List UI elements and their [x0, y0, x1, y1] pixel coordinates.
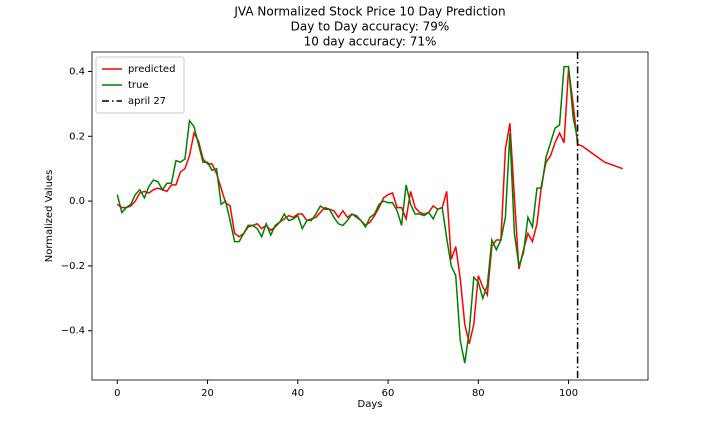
y-tick-label: 0.4 [69, 66, 85, 77]
y-tick-label: −0.2 [61, 261, 85, 272]
y-tick-label: 0.2 [69, 131, 85, 142]
chart-title: JVA Normalized Stock Price 10 Day Predic… [233, 5, 505, 19]
legend: predicted true april 27 [95, 56, 185, 114]
legend-label: predicted [128, 64, 175, 75]
x-tick-label: 20 [201, 388, 214, 399]
x-axis-label: Days [358, 399, 383, 410]
data-line [116, 65, 579, 364]
chart-subtitle: 10 day accuracy: 71% [304, 35, 437, 49]
plot-frame [91, 51, 649, 381]
legend-label: true [128, 80, 149, 91]
x-tick-label: 60 [382, 388, 395, 399]
x-tick-label: 80 [472, 388, 485, 399]
y-tick-label: −0.4 [61, 326, 85, 337]
y-axis-label: Normalized Values [44, 170, 55, 263]
data-line [116, 68, 623, 344]
x-tick-label: 100 [559, 388, 578, 399]
chart-subtitle: Day to Day accuracy: 79% [291, 20, 450, 34]
legend-label: april 27 [128, 96, 166, 107]
x-tick-label: 0 [114, 388, 120, 399]
x-tick-label: 40 [291, 388, 304, 399]
y-tick-label: 0.0 [69, 196, 85, 207]
legend-box [95, 56, 185, 114]
